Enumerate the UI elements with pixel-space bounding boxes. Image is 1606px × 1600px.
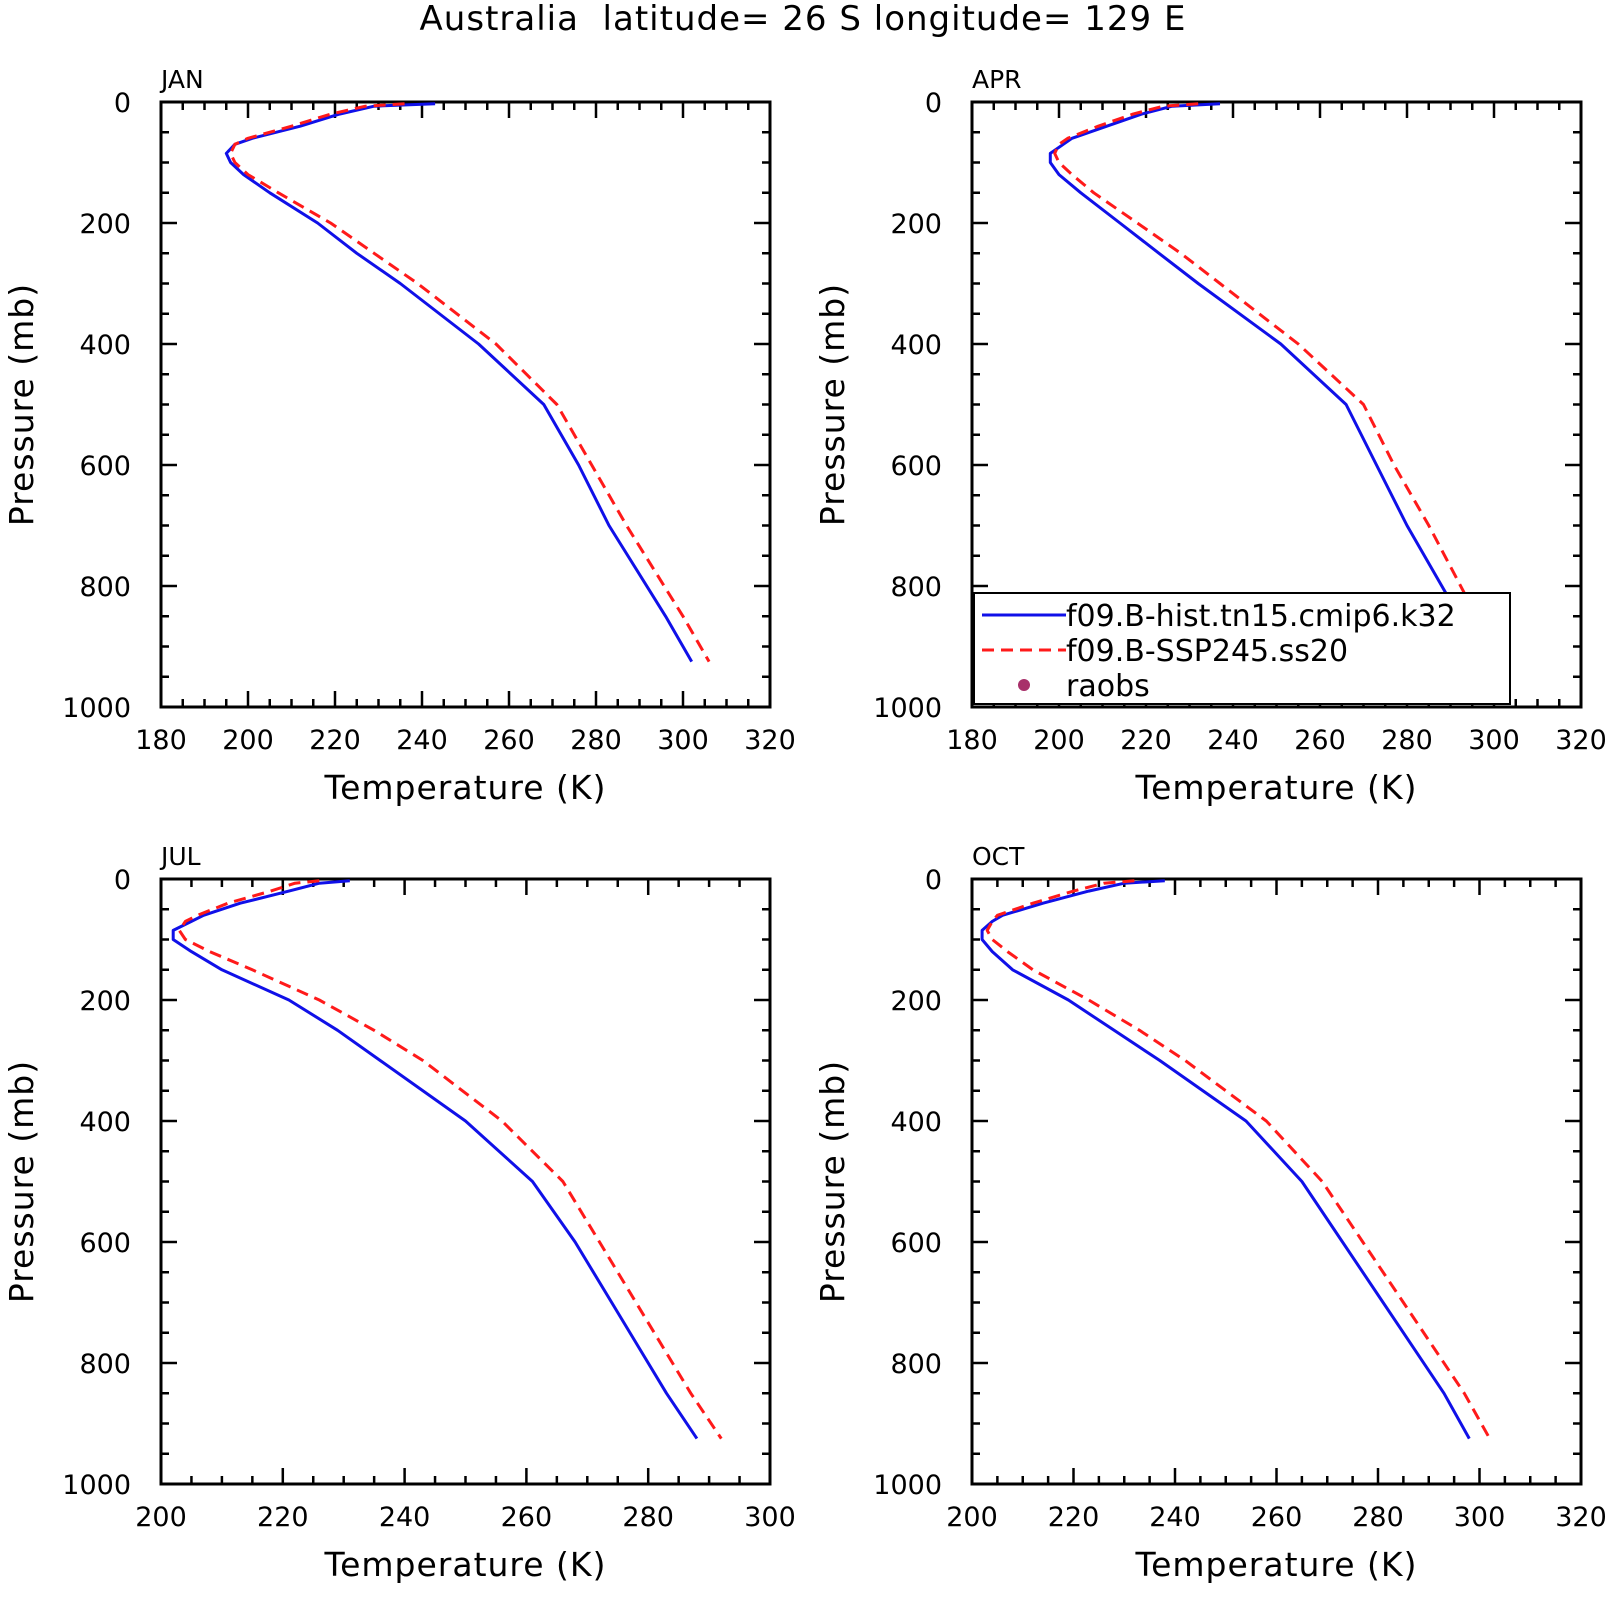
- x-tick-label: 180: [946, 725, 998, 756]
- x-tick-label: 240: [1207, 725, 1259, 756]
- x-axis-title: Temperature (K): [324, 1545, 607, 1584]
- x-tick-label: 240: [1149, 1502, 1201, 1533]
- y-axis-title: Pressure (mb): [2, 283, 41, 526]
- x-tick-label: 260: [501, 1502, 553, 1533]
- x-tick-label: 200: [222, 725, 274, 756]
- x-tick-label: 300: [1454, 1502, 1506, 1533]
- x-tick-label: 300: [1468, 725, 1520, 756]
- y-tick-label: 200: [79, 986, 131, 1017]
- x-axis-title: Temperature (K): [1135, 768, 1418, 807]
- x-tick-label: 180: [135, 725, 187, 756]
- series-line-ssp245: [1053, 102, 1500, 663]
- chart-panel-apr: 180 200 220 240 260 280 300 320 0 200 400 600 800 100…: [813, 65, 1606, 807]
- x-tick-label: 260: [1294, 725, 1346, 756]
- x-tick-label: 220: [257, 1502, 309, 1533]
- y-tick-label: 400: [890, 330, 942, 361]
- series-line-hist: [171, 879, 699, 1440]
- x-tick-label: 300: [744, 1502, 796, 1533]
- x-tick-label: 280: [1381, 725, 1433, 756]
- series-line-hist: [980, 879, 1471, 1440]
- y-tick-label: 0: [925, 88, 942, 119]
- y-tick-label: 0: [114, 88, 131, 119]
- y-tick-label: 400: [79, 1107, 131, 1138]
- x-tick-label: 240: [396, 725, 448, 756]
- y-axis-title: Pressure (mb): [813, 283, 852, 526]
- panel-label: JAN: [159, 65, 204, 94]
- panel-label: JUL: [159, 842, 201, 871]
- x-tick-label: 280: [622, 1502, 674, 1533]
- legend-label: f09.B-SSP245.ss20: [1066, 634, 1348, 669]
- panels: 180 200 220 240 260 280 300 320 0 200 400 600 800 100…: [2, 65, 1606, 1584]
- y-tick-label: 600: [890, 1228, 942, 1259]
- x-tick-label: 280: [1352, 1502, 1404, 1533]
- series-line-ssp245: [985, 879, 1492, 1440]
- x-tick-label: 240: [379, 1502, 431, 1533]
- x-tick-label: 220: [1120, 725, 1172, 756]
- series-line-ssp245: [229, 102, 711, 663]
- y-tick-label: 0: [925, 865, 942, 896]
- y-tick-label: 1000: [62, 693, 131, 724]
- y-tick-label: 1000: [62, 1470, 131, 1501]
- x-tick-label: 320: [1555, 1502, 1606, 1533]
- legend-marker-raobs: [1018, 679, 1030, 691]
- plot-frame: [159, 100, 772, 709]
- x-tick-label: 320: [744, 725, 796, 756]
- y-tick-label: 400: [890, 1107, 942, 1138]
- legend-label: raobs: [1066, 669, 1150, 704]
- x-tick-label: 320: [1555, 725, 1606, 756]
- y-tick-label: 200: [890, 986, 942, 1017]
- x-tick-label: 200: [946, 1502, 998, 1533]
- y-tick-label: 200: [890, 209, 942, 240]
- y-tick-label: 800: [890, 572, 942, 603]
- y-tick-label: 1000: [873, 693, 942, 724]
- y-tick-label: 800: [79, 572, 131, 603]
- chart-panel-jan: 180 200 220 240 260 280 300 320 0 200 400 600 800 100…: [2, 65, 796, 807]
- x-tick-label: 200: [135, 1502, 187, 1533]
- panel-label: OCT: [972, 842, 1025, 871]
- y-tick-label: 600: [79, 451, 131, 482]
- y-tick-label: 0: [114, 865, 131, 896]
- figure-title: Australia latitude= 26 S longitude= 129 …: [420, 0, 1187, 39]
- x-tick-label: 220: [1048, 1502, 1100, 1533]
- legend: f09.B-hist.tn15.cmip6.k32f09.B-SSP245.ss…: [973, 592, 1511, 705]
- legend-label: f09.B-hist.tn15.cmip6.k32: [1066, 599, 1456, 634]
- x-axis-title: Temperature (K): [1135, 1545, 1418, 1584]
- x-axis-title: Temperature (K): [324, 768, 607, 807]
- y-tick-label: 200: [79, 209, 131, 240]
- y-axis-title: Pressure (mb): [2, 1060, 41, 1303]
- panel-label: APR: [972, 65, 1022, 94]
- chart-panel-jul: 200 220 240 260 280 300 0 200 400 600 800 1000 Tempe…: [2, 842, 796, 1584]
- y-axis-title: Pressure (mb): [813, 1060, 852, 1303]
- y-tick-label: 800: [890, 1349, 942, 1380]
- y-tick-label: 400: [79, 330, 131, 361]
- x-tick-label: 200: [1033, 725, 1085, 756]
- plot-frame: [970, 877, 1583, 1486]
- series-line-hist: [224, 102, 693, 663]
- series-line-ssp245: [177, 879, 723, 1440]
- series-line-hist: [1048, 102, 1483, 663]
- x-tick-label: 220: [309, 725, 361, 756]
- x-tick-label: 280: [570, 725, 622, 756]
- y-tick-label: 600: [890, 451, 942, 482]
- y-tick-label: 1000: [873, 1470, 942, 1501]
- y-tick-label: 800: [79, 1349, 131, 1380]
- chart-panel-oct: 200 220 240 260 280 300 320 0 200 400 600 800 1000 Te…: [813, 842, 1606, 1584]
- x-tick-label: 260: [483, 725, 535, 756]
- x-tick-label: 260: [1251, 1502, 1303, 1533]
- y-tick-label: 600: [79, 1228, 131, 1259]
- x-tick-label: 300: [657, 725, 709, 756]
